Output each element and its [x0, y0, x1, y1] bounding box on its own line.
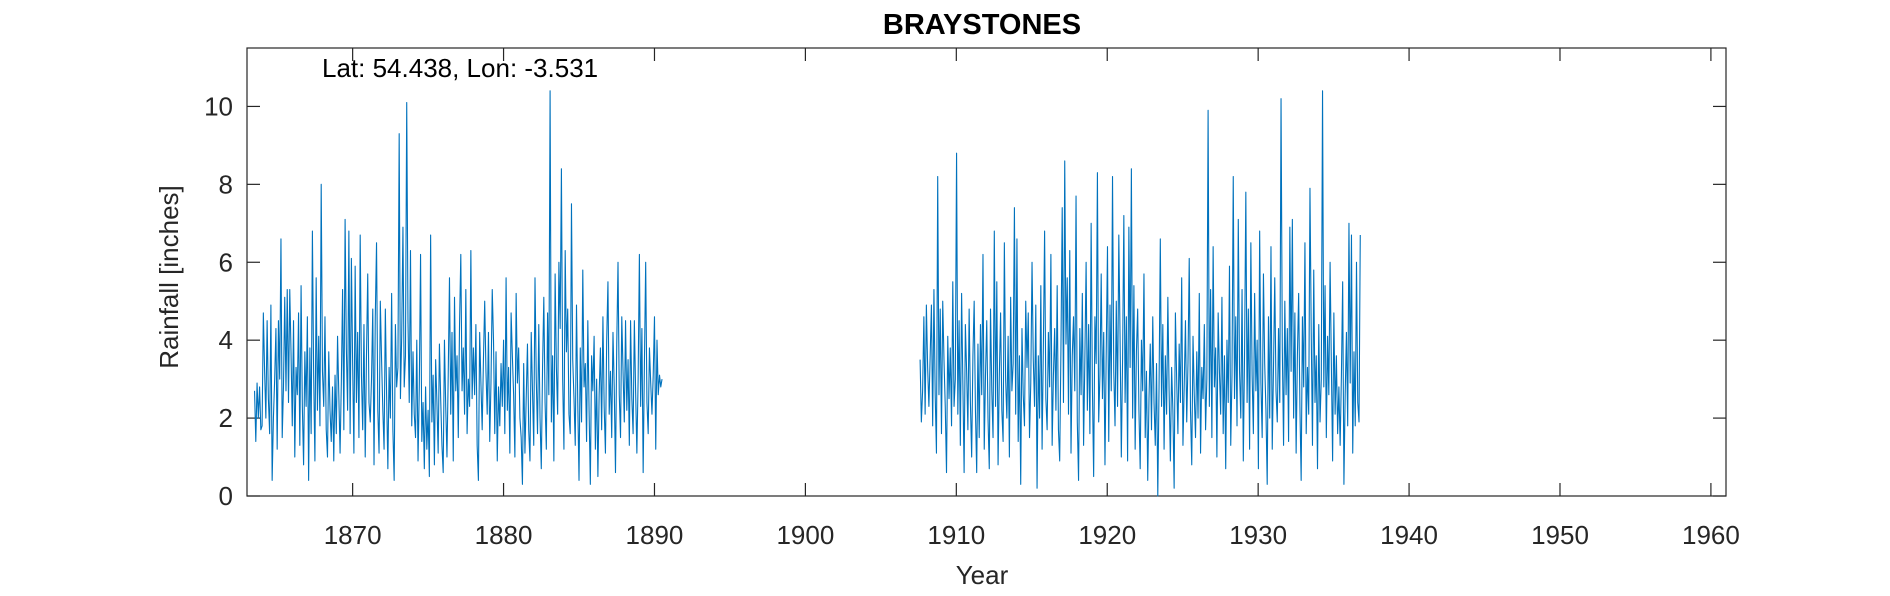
x-tick-label: 1870	[324, 520, 382, 550]
y-tick-label: 4	[219, 325, 233, 355]
x-tick-label: 1950	[1531, 520, 1589, 550]
rainfall-line-segment-2	[919, 90, 1361, 497]
y-axis-ticks: 0 2 4 6 8 10	[204, 91, 1726, 511]
x-tick-label: 1930	[1229, 520, 1287, 550]
rainfall-line-segment-1	[254, 90, 663, 485]
axes: 1870 1880 1890 1900 1910 1920 1930 1940 1950 1960…	[204, 47, 1740, 550]
axes-frame	[246, 47, 1727, 497]
x-tick-label: 1890	[626, 520, 684, 550]
x-tick-label: 1900	[776, 520, 834, 550]
x-axis-label: Year	[956, 560, 1009, 590]
series-rainfall	[254, 90, 1361, 497]
y-axis-label: Rainfall [inches]	[154, 185, 184, 369]
x-tick-label: 1920	[1078, 520, 1136, 550]
chart-title: BRAYSTONES	[883, 9, 1081, 41]
y-tick-label: 2	[219, 403, 233, 433]
x-tick-label: 1960	[1682, 520, 1740, 550]
y-tick-label: 10	[204, 91, 233, 121]
x-tick-label: 1940	[1380, 520, 1438, 550]
x-tick-label: 1910	[927, 520, 985, 550]
x-axis-ticks: 1870 1880 1890 1900 1910 1920 1930 1940 1950 1960	[324, 48, 1740, 550]
x-tick-label: 1880	[475, 520, 533, 550]
y-tick-label: 0	[219, 481, 233, 511]
y-tick-label: 6	[219, 247, 233, 277]
station-coordinates-annotation: Lat: 54.438, Lon: -3.531	[322, 53, 598, 83]
y-tick-label: 8	[219, 169, 233, 199]
